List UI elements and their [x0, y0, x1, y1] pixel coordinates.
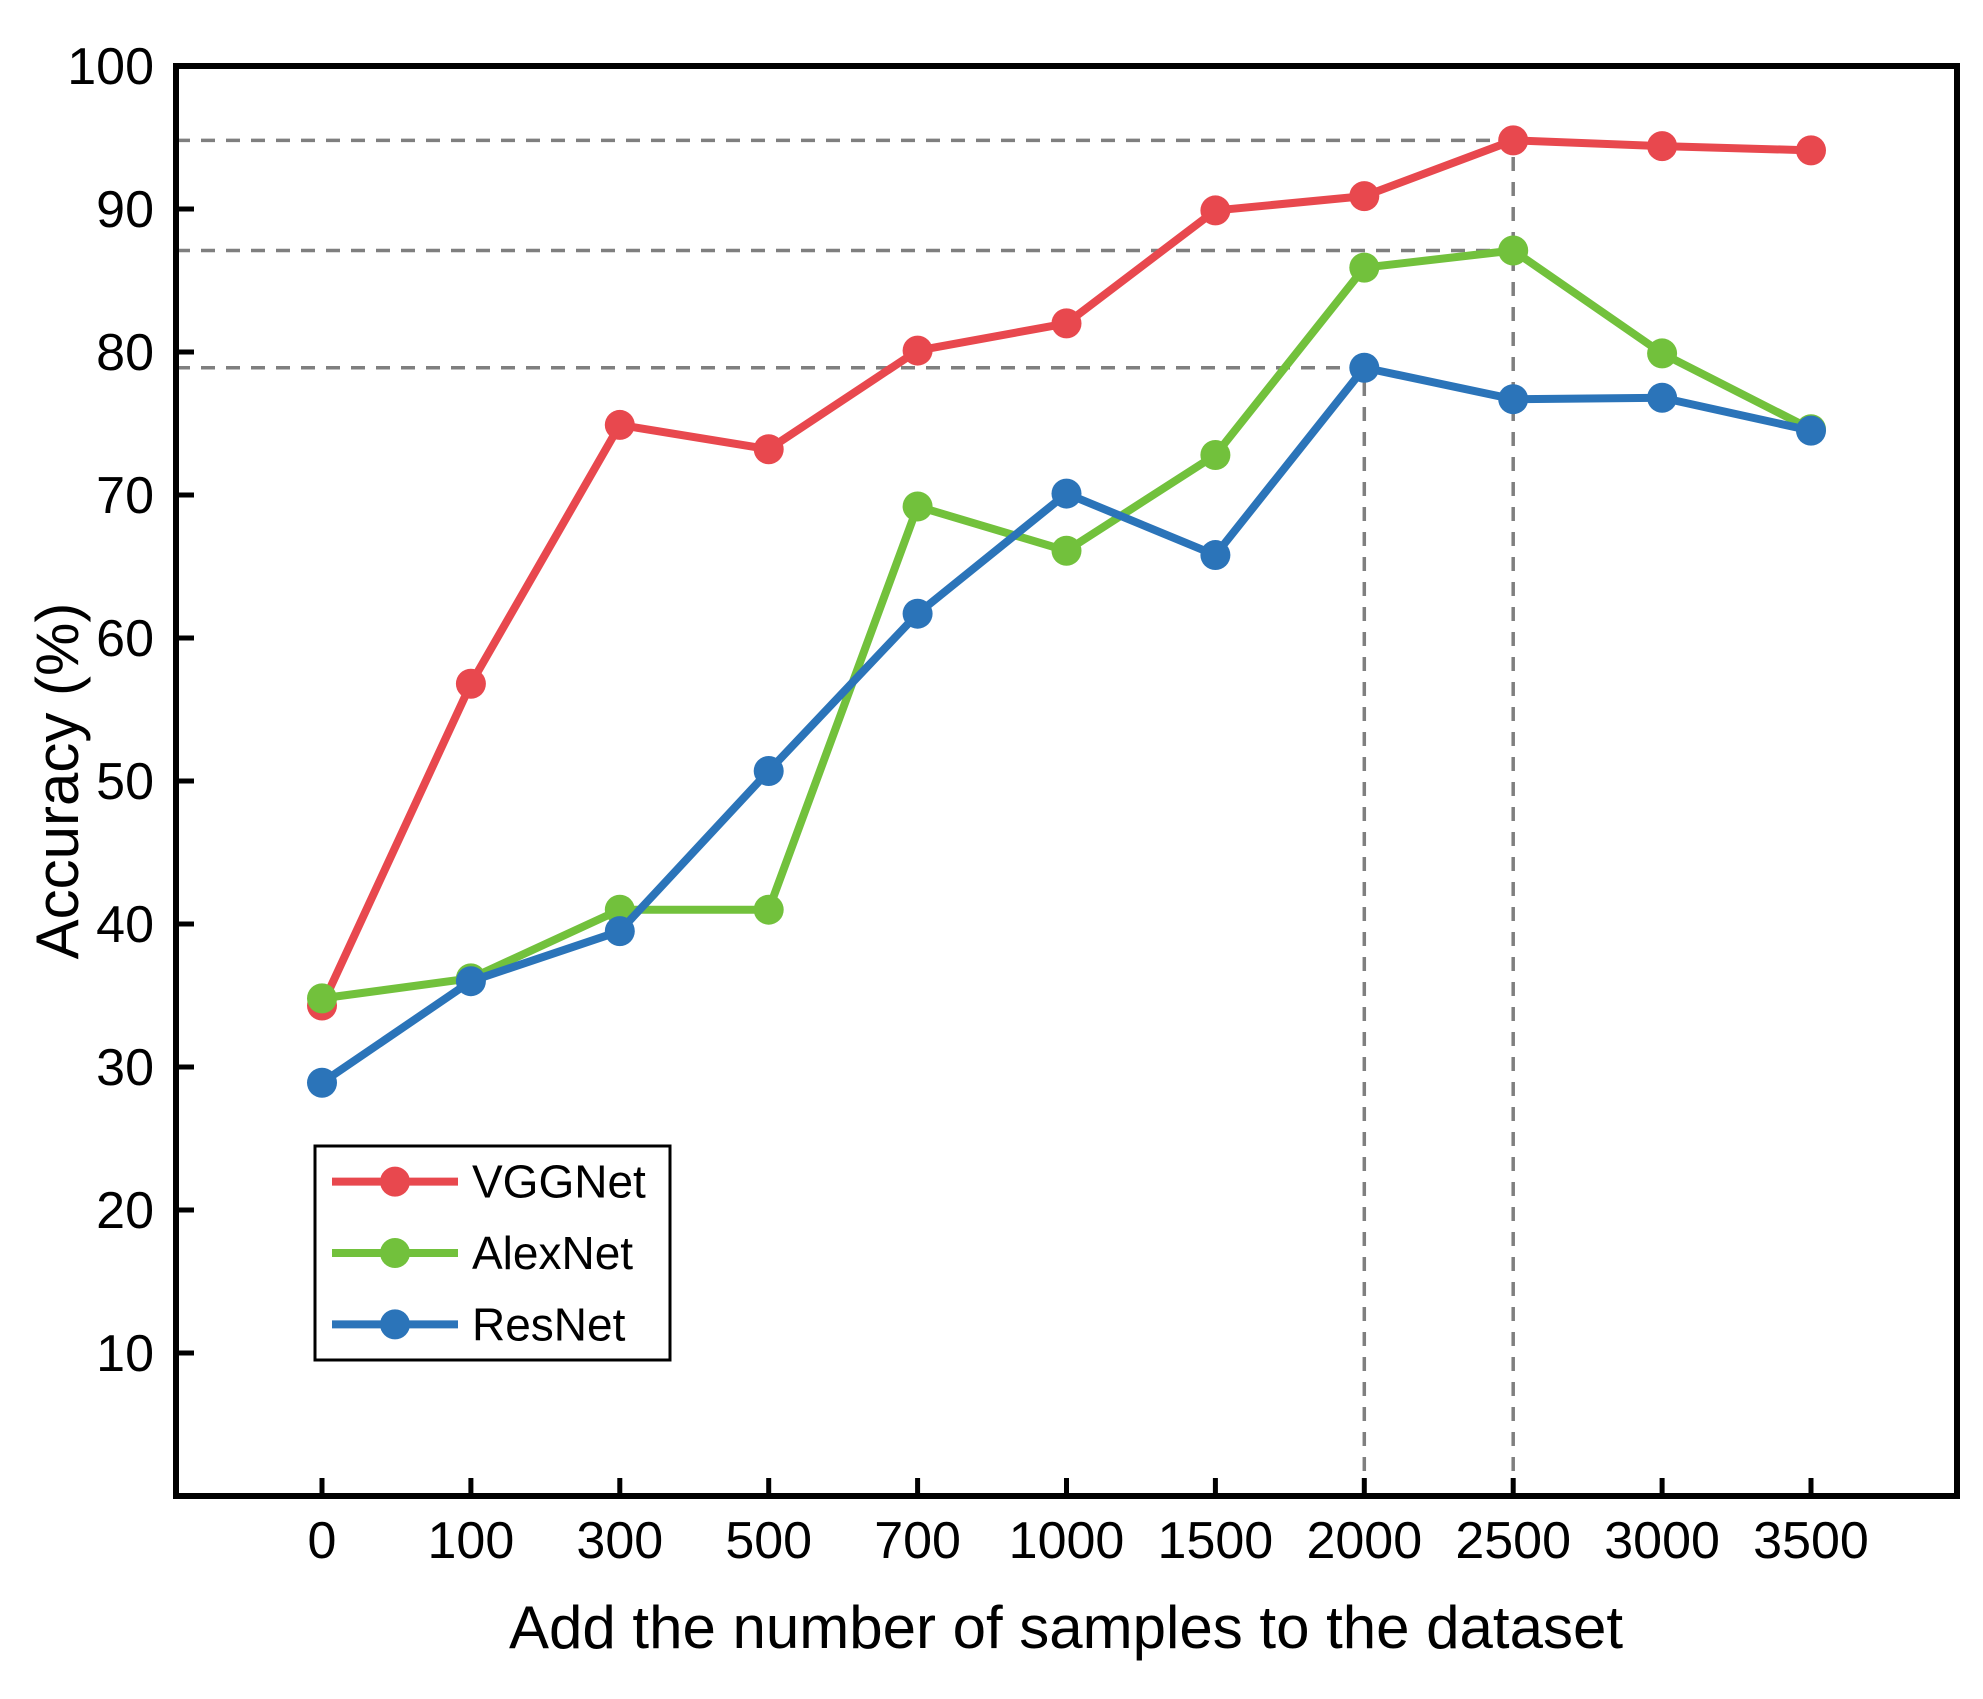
data-point-AlexNet: [604, 894, 635, 925]
data-point-ResNet: [307, 1067, 337, 1098]
data-point-AlexNet: [1200, 439, 1231, 470]
x-tick-label: 1000: [1009, 1512, 1125, 1570]
data-point-VGGNet: [1200, 195, 1231, 226]
reference-dashed-lines: [176, 138, 1515, 1496]
series-line-AlexNet: [318, 246, 1815, 1003]
series-line-VGGNet: [318, 136, 1815, 1010]
legend-swatch-marker: [380, 1238, 410, 1268]
y-tick-label: 80: [96, 324, 154, 382]
data-point-ResNet: [753, 755, 784, 786]
axis-tick-labels: 0 100 300 500 700 1000 1500 2000 2500 3000 3500 10 2…: [67, 38, 1869, 1570]
x-tick-label: 0: [308, 1512, 337, 1570]
y-tick-label: 60: [96, 610, 154, 668]
data-point-ResNet: [902, 598, 933, 629]
x-tick-label: 700: [874, 1512, 961, 1570]
y-axis-title: Accuracy (%): [24, 603, 91, 960]
y-tick-label: 30: [96, 1039, 154, 1097]
data-point-VGGNet: [902, 335, 933, 366]
axis-ticks: [176, 206, 1814, 1496]
x-tick-label: 100: [428, 1512, 515, 1570]
legend-label-AlexNet: AlexNet: [472, 1227, 633, 1279]
legend-swatch-marker: [380, 1309, 410, 1340]
data-point-AlexNet: [1051, 535, 1082, 566]
series-line-ResNet: [318, 363, 1815, 1087]
data-series: [307, 125, 1826, 1098]
data-point-VGGNet: [455, 668, 486, 699]
x-tick-label: 2000: [1306, 1512, 1422, 1570]
data-point-ResNet: [1051, 478, 1082, 509]
data-point-AlexNet: [1349, 252, 1380, 283]
legend: VGGNet AlexNet ResNet: [313, 1144, 672, 1362]
y-tick-label: 20: [96, 1182, 154, 1240]
x-tick-label: 3000: [1604, 1512, 1720, 1570]
data-point-VGGNet: [753, 434, 784, 465]
x-tick-label: 3500: [1753, 1512, 1869, 1570]
data-point-AlexNet: [1647, 338, 1678, 369]
data-point-AlexNet: [307, 983, 337, 1014]
data-point-ResNet: [1796, 415, 1826, 446]
legend-swatch-marker: [380, 1166, 410, 1197]
legend-label-VGGNet: VGGNet: [472, 1156, 646, 1208]
y-tick-label: 100: [67, 38, 154, 96]
data-point-ResNet: [604, 916, 635, 947]
data-point-VGGNet: [1796, 135, 1826, 166]
y-tick-label: 40: [96, 896, 154, 954]
data-point-VGGNet: [1349, 181, 1380, 212]
data-point-VGGNet: [1498, 125, 1529, 156]
y-tick-label: 10: [96, 1325, 154, 1383]
data-point-VGGNet: [1647, 131, 1678, 162]
data-point-ResNet: [1498, 384, 1529, 415]
data-point-AlexNet: [753, 894, 784, 925]
data-point-VGGNet: [604, 409, 635, 440]
x-tick-label: 1500: [1158, 1512, 1274, 1570]
legend-label-ResNet: ResNet: [472, 1298, 626, 1350]
x-axis-title: Add the number of samples to the dataset: [509, 1594, 1623, 1661]
y-tick-label: 50: [96, 753, 154, 811]
data-point-ResNet: [1349, 352, 1380, 383]
x-tick-label: 2500: [1455, 1512, 1571, 1570]
data-point-AlexNet: [1498, 235, 1529, 266]
data-point-AlexNet: [902, 491, 933, 522]
data-point-ResNet: [1200, 540, 1231, 571]
x-tick-label: 300: [576, 1512, 663, 1570]
data-point-ResNet: [1647, 382, 1678, 413]
data-point-ResNet: [455, 966, 486, 997]
y-tick-label: 70: [96, 467, 154, 525]
data-point-VGGNet: [1051, 308, 1082, 339]
x-tick-label: 500: [725, 1512, 812, 1570]
y-tick-label: 90: [96, 181, 154, 239]
